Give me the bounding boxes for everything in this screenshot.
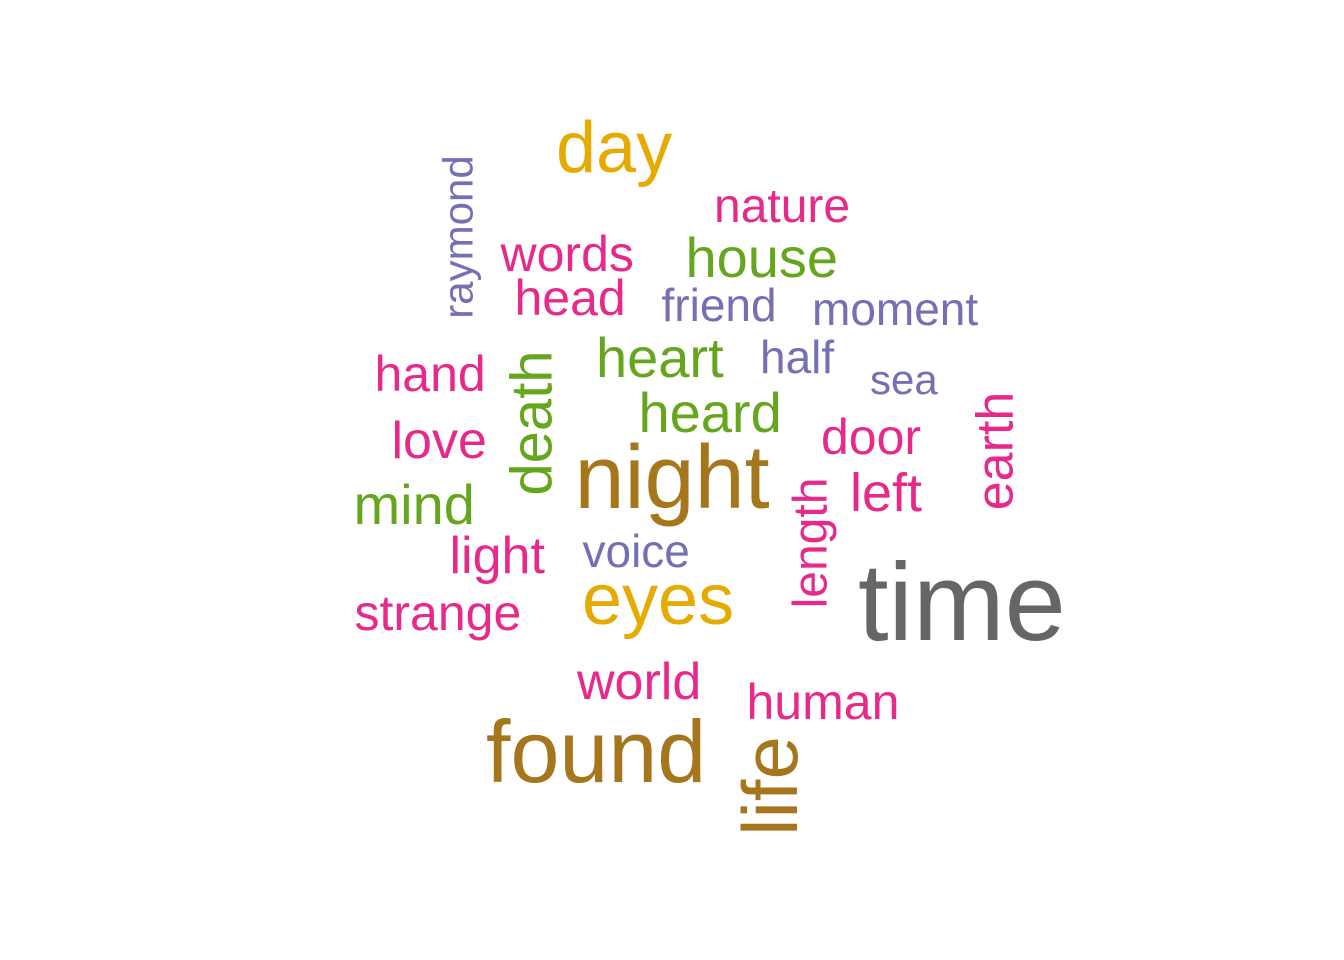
word-heart: heart [596,326,724,389]
word-day: day [556,108,673,188]
word-voice: voice [582,525,690,577]
word-house: house [685,226,839,289]
word-life: life [725,736,814,836]
word-night: night [574,428,770,528]
word-moment: moment [812,283,979,335]
word-death: death [499,350,565,496]
word-length: length [783,477,837,609]
word-head: head [514,270,626,326]
word-human: human [746,674,900,730]
word-half: half [760,331,835,383]
word-sea: sea [870,356,938,403]
word-friend: friend [661,279,777,331]
word-earth: earth [965,391,1024,511]
word-left: left [850,463,923,523]
word-found: found [486,702,707,801]
word-hand: hand [374,346,486,402]
word-light: light [449,527,545,585]
word-love: love [391,412,487,470]
word-raymond: raymond [434,155,482,319]
word-heard: heard [638,381,782,444]
word-world: world [577,653,702,711]
word-eyes: eyes [582,560,735,640]
word-strange: strange [354,585,522,641]
word-door: door [821,409,922,465]
word-mind: mind [353,473,475,536]
word-time: time [858,541,1066,664]
word-nature: nature [714,180,851,233]
word-words: words [500,226,634,282]
